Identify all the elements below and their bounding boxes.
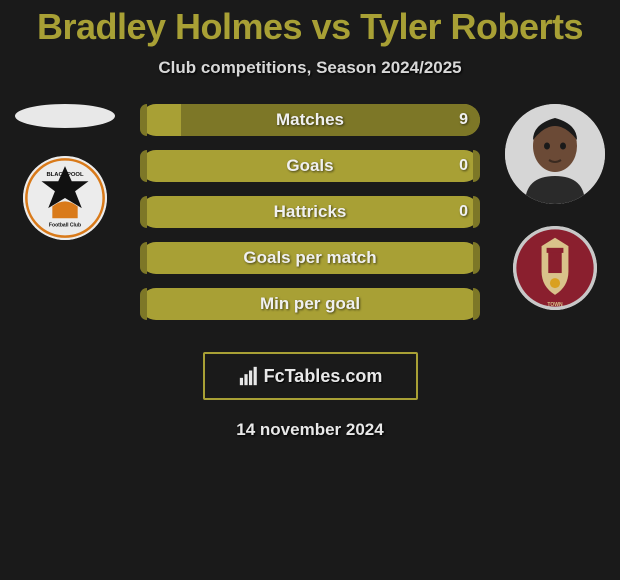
- player-right-photo: [505, 104, 605, 204]
- bar-label: Matches: [140, 110, 480, 130]
- stat-row: Hattricks0: [140, 196, 480, 228]
- svg-text:TOWN: TOWN: [547, 302, 563, 308]
- bar-label: Goals per match: [140, 248, 480, 268]
- brand-bars-icon: [238, 365, 260, 387]
- player-left-photo: [15, 104, 115, 128]
- player-right-column: TOWN: [500, 104, 610, 310]
- stat-row: Goals0: [140, 150, 480, 182]
- bar-label: Goals: [140, 156, 480, 176]
- player-left-column: BLACKPOOL Football Club: [10, 104, 120, 240]
- player-right-club-badge: TOWN: [513, 226, 597, 310]
- subtitle: Club competitions, Season 2024/2025: [0, 58, 620, 78]
- stat-row: Min per goal: [140, 288, 480, 320]
- stat-row: Matches9: [140, 104, 480, 136]
- stat-row: Goals per match: [140, 242, 480, 274]
- page-title: Bradley Holmes vs Tyler Roberts: [0, 0, 620, 48]
- svg-text:Football Club: Football Club: [49, 223, 81, 229]
- bar-label: Hattricks: [140, 202, 480, 222]
- bar-value-right: 9: [459, 111, 468, 129]
- brand-text: FcTables.com: [264, 366, 383, 387]
- player-left-club-badge: BLACKPOOL Football Club: [23, 156, 107, 240]
- svg-text:BLACKPOOL: BLACKPOOL: [46, 172, 84, 178]
- bar-value-right: 0: [459, 203, 468, 221]
- date-text: 14 november 2024: [0, 420, 620, 440]
- comparison-stage: BLACKPOOL Football Club: [0, 104, 620, 344]
- stats-bars: Matches9Goals0Hattricks0Goals per matchM…: [140, 104, 480, 334]
- brand-box[interactable]: FcTables.com: [203, 352, 418, 400]
- bar-label: Min per goal: [140, 294, 480, 314]
- bar-value-right: 0: [459, 157, 468, 175]
